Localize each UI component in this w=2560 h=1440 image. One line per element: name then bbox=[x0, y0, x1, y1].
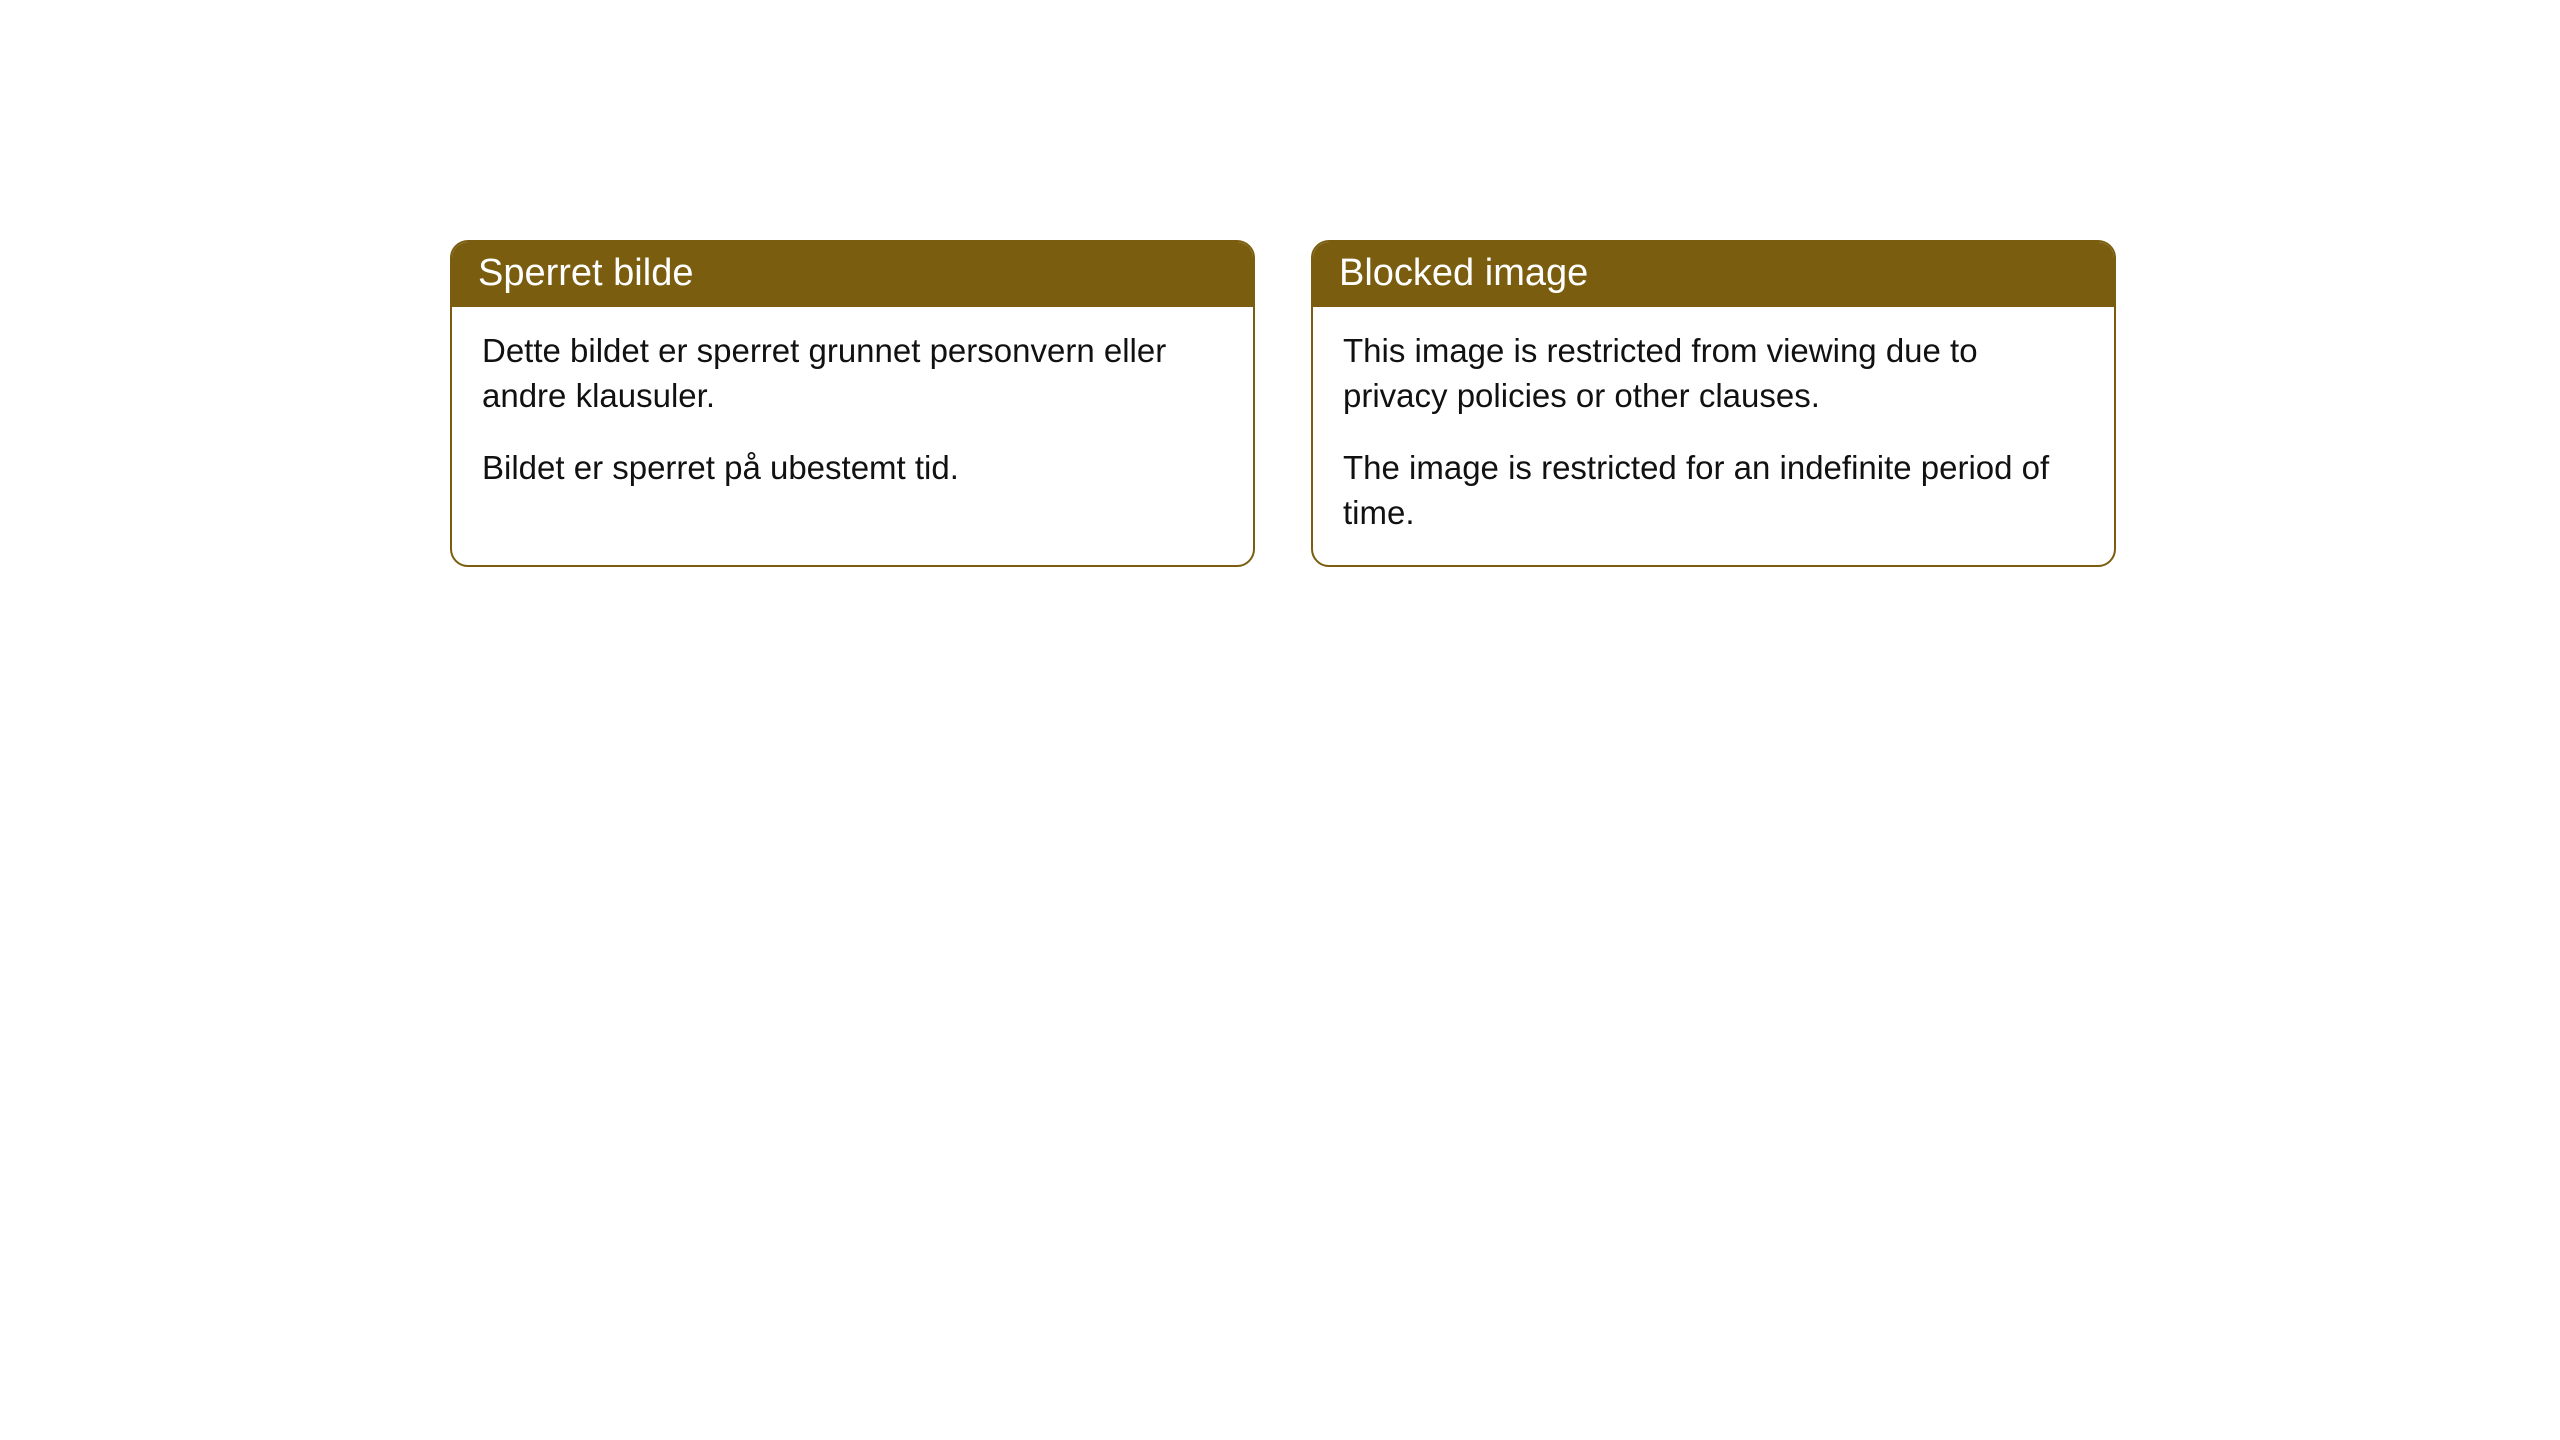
notice-paragraph-1: This image is restricted from viewing du… bbox=[1343, 329, 2084, 418]
notice-card-norwegian: Sperret bilde Dette bildet er sperret gr… bbox=[450, 240, 1255, 567]
notice-title: Blocked image bbox=[1339, 252, 1588, 294]
notice-paragraph-1: Dette bildet er sperret grunnet personve… bbox=[482, 329, 1223, 418]
notice-card-english: Blocked image This image is restricted f… bbox=[1311, 240, 2116, 567]
notice-header-norwegian: Sperret bilde bbox=[452, 242, 1253, 307]
notice-body-english: This image is restricted from viewing du… bbox=[1313, 307, 2114, 565]
notice-paragraph-2: Bildet er sperret på ubestemt tid. bbox=[482, 446, 1223, 491]
notice-header-english: Blocked image bbox=[1313, 242, 2114, 307]
notice-body-norwegian: Dette bildet er sperret grunnet personve… bbox=[452, 307, 1253, 521]
notice-paragraph-2: The image is restricted for an indefinit… bbox=[1343, 446, 2084, 535]
notice-title: Sperret bilde bbox=[478, 252, 693, 294]
notice-container: Sperret bilde Dette bildet er sperret gr… bbox=[450, 240, 2116, 567]
